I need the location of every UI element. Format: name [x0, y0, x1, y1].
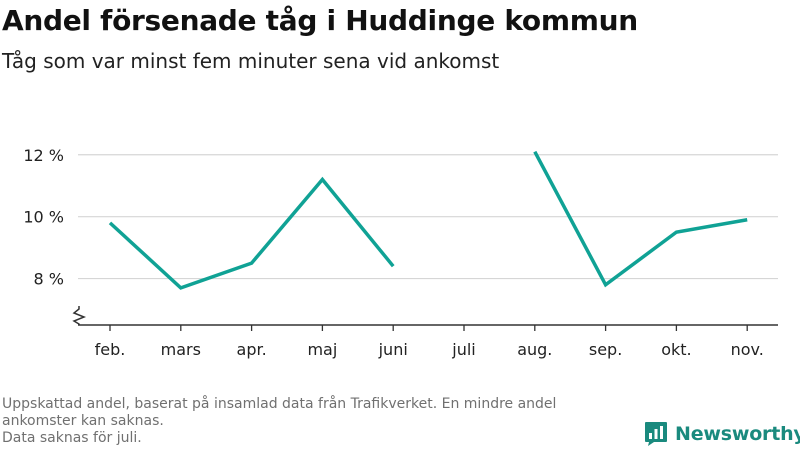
- y-tick-label: 12 %: [23, 146, 64, 165]
- brand-name: Newsworthy: [675, 423, 800, 445]
- series-line: [108, 176, 395, 290]
- series-lines: [108, 150, 748, 290]
- x-axis: [72, 306, 778, 326]
- x-tick-label: nov.: [731, 340, 764, 359]
- brand: Newsworthy: [644, 420, 800, 448]
- chart-footer: Uppskattad andel, baserat på insamlad da…: [2, 396, 632, 447]
- x-tick-label: juli: [451, 340, 475, 359]
- axis-break-icon: [72, 306, 87, 325]
- newsworthy-logo-icon: [645, 422, 667, 446]
- y-tick-label: 10 %: [23, 208, 64, 227]
- x-tick-label: aug.: [517, 340, 552, 359]
- gridlines: [78, 154, 778, 280]
- x-tick-label: juni: [378, 340, 408, 359]
- series-line: [533, 150, 748, 288]
- chart-title: Andel försenade tåg i Huddinge kommun: [2, 4, 638, 37]
- x-tick-label: mars: [161, 340, 201, 359]
- x-tick-label: maj: [307, 340, 337, 359]
- x-tick-label: sep.: [589, 340, 622, 359]
- missing-data-note: Data saknas för juli.: [2, 430, 142, 446]
- x-tick-label: feb.: [95, 340, 126, 359]
- x-tick-label: okt.: [661, 340, 691, 359]
- source-note: Uppskattad andel, baserat på insamlad da…: [2, 396, 557, 429]
- y-tick-label: 8 %: [34, 270, 64, 289]
- y-axis-tick-labels: 8 % 10 % 12 %: [23, 146, 64, 289]
- chart-subtitle: Tåg som var minst fem minuter sena vid a…: [2, 49, 500, 73]
- x-tick-label: apr.: [237, 340, 267, 359]
- x-axis-tick-labels: feb. mars apr. maj juni juli aug. sep. okt. nov.: [95, 325, 764, 359]
